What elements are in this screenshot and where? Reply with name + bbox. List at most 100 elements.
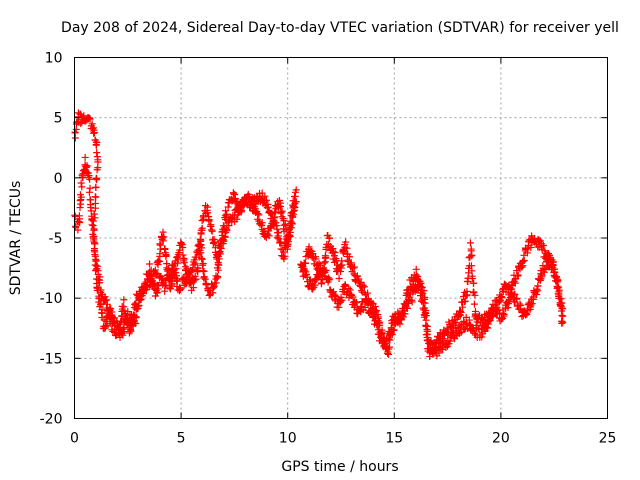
data-point (290, 210, 298, 218)
data-point (93, 166, 101, 174)
data-point (106, 313, 114, 321)
data-point (555, 286, 563, 294)
data-point (103, 300, 111, 308)
data-point (169, 261, 177, 269)
data-point (264, 203, 272, 211)
data-point (132, 320, 140, 328)
data-point (487, 313, 495, 321)
data-point (551, 265, 559, 273)
data-point (75, 212, 83, 220)
data-point (76, 191, 84, 199)
data-point (91, 204, 99, 212)
data-point (166, 285, 174, 293)
data-point (420, 306, 428, 314)
y-axis-label: SDTVAR / TECUs (8, 181, 24, 296)
data-point (120, 296, 128, 304)
data-point (558, 304, 566, 312)
data-point (200, 274, 208, 282)
data-point (198, 255, 206, 263)
data-point (156, 241, 164, 249)
data-point (102, 321, 110, 329)
data-point (559, 318, 567, 326)
data-point (558, 319, 566, 327)
data-point (275, 235, 283, 243)
data-point (405, 297, 413, 305)
data-point (396, 320, 404, 328)
data-point (540, 268, 548, 276)
data-point (153, 270, 161, 278)
data-point (90, 235, 98, 243)
data-point (280, 248, 288, 256)
data-point (92, 141, 100, 149)
data-point (349, 264, 357, 272)
data-point (428, 340, 436, 348)
data-point (189, 266, 197, 274)
data-point (359, 281, 367, 289)
x-tick-label: 20 (492, 431, 510, 447)
data-point (292, 198, 300, 206)
data-point (331, 291, 339, 299)
data-point (312, 255, 320, 263)
data-point (189, 284, 197, 292)
data-point (421, 304, 429, 312)
data-point (277, 239, 285, 247)
data-point (87, 204, 95, 212)
data-point (89, 222, 97, 230)
data-point (314, 274, 322, 282)
data-point (76, 219, 84, 227)
data-point (198, 255, 206, 263)
data-point (402, 302, 410, 310)
data-point (215, 255, 223, 263)
data-point (528, 300, 536, 308)
data-point (201, 275, 209, 283)
data-point (91, 193, 99, 201)
data-point (506, 283, 514, 291)
data-point (325, 276, 333, 284)
data-point (210, 282, 218, 290)
data-point (210, 239, 218, 247)
data-point (120, 324, 128, 332)
data-point (292, 186, 300, 194)
data-point (209, 289, 217, 297)
data-point (298, 262, 306, 270)
data-point (220, 237, 228, 245)
data-point (289, 213, 297, 221)
data-point (173, 277, 181, 285)
data-point (468, 275, 476, 283)
data-point (162, 282, 170, 290)
data-point (345, 284, 353, 292)
data-point (91, 251, 99, 259)
data-point (504, 297, 512, 305)
data-point (194, 264, 202, 272)
data-point (497, 293, 505, 301)
data-point (311, 281, 319, 289)
data-point (277, 208, 285, 216)
data-point (377, 333, 385, 341)
data-point (461, 297, 469, 305)
data-point (78, 183, 86, 191)
x-tick-label: 25 (599, 431, 617, 447)
data-point (388, 330, 396, 338)
data-point (235, 201, 243, 209)
data-point (172, 269, 180, 277)
data-point (347, 259, 355, 267)
data-point (77, 110, 85, 118)
data-point (284, 240, 292, 248)
data-point (101, 297, 109, 305)
data-point (452, 319, 460, 327)
data-point (524, 245, 532, 253)
data-point (513, 295, 521, 303)
data-point (186, 274, 194, 282)
y-tick-label: 10 (45, 51, 63, 67)
data-point (412, 271, 420, 279)
data-point (338, 257, 346, 265)
data-point (83, 168, 91, 176)
data-point (223, 227, 231, 235)
data-point (276, 238, 284, 246)
data-point (408, 298, 416, 306)
data-point (107, 314, 115, 322)
data-point (394, 308, 402, 316)
data-point (142, 278, 150, 286)
data-point (141, 283, 149, 291)
data-point (92, 184, 100, 192)
